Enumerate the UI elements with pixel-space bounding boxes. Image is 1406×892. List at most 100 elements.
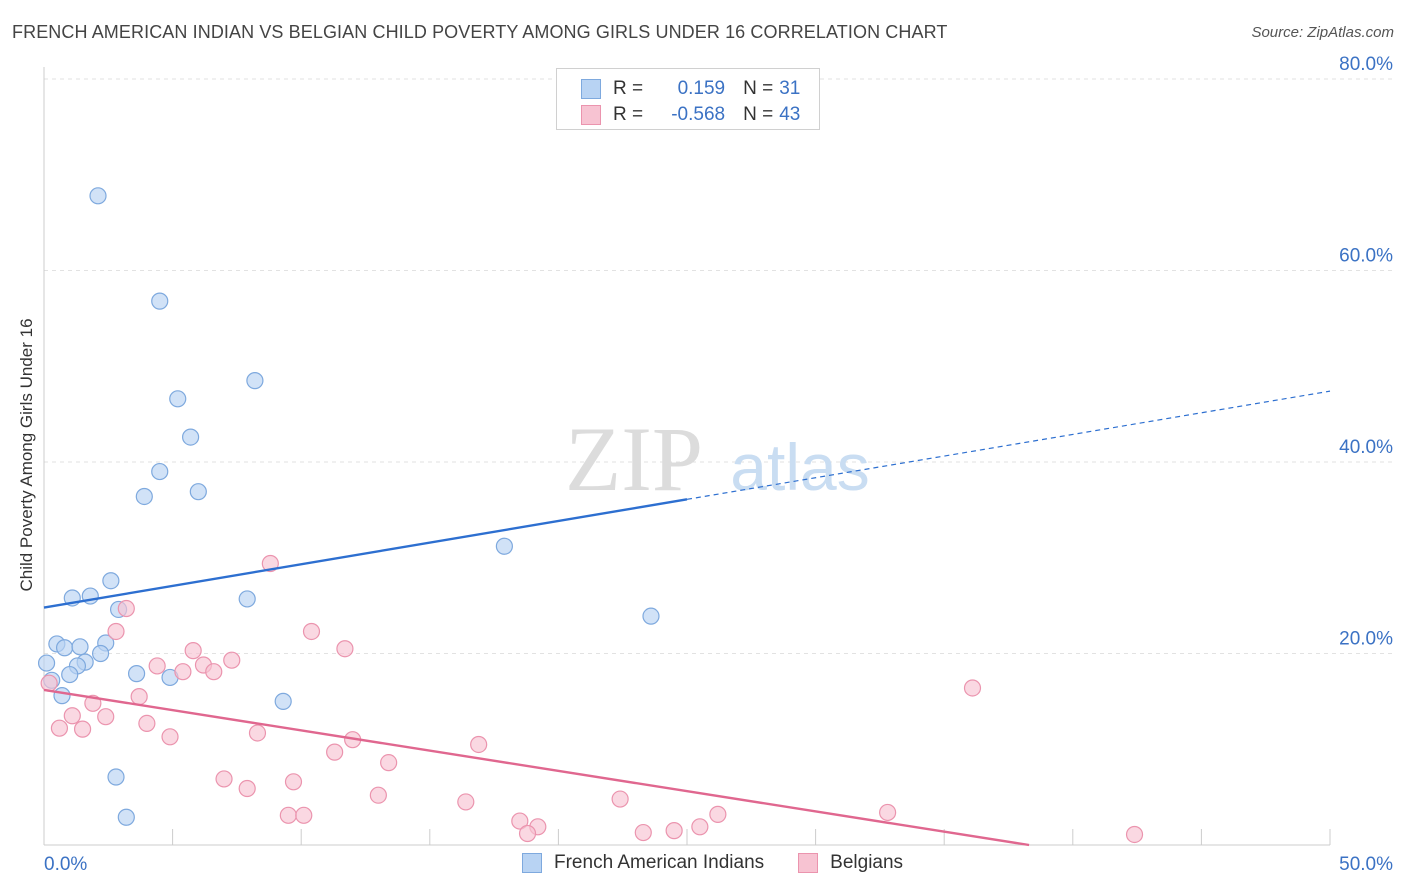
pink-point: [205, 663, 223, 681]
pink-swatch: [581, 105, 601, 125]
n-value: 31: [779, 78, 801, 99]
blue-point: [246, 372, 264, 390]
pink-point: [302, 622, 321, 641]
blue-point: [151, 462, 169, 481]
blue-trend-extension: [686, 390, 1331, 500]
y-tick-label: 20.0%: [1339, 629, 1393, 650]
pink-point: [470, 735, 488, 754]
blue-point: [117, 808, 135, 826]
pink-point: [97, 708, 115, 726]
pink-point: [261, 554, 279, 573]
pink-point: [611, 790, 629, 808]
pink-point: [634, 823, 652, 842]
x-tick-label-max: 50.0%: [1339, 854, 1393, 875]
series-legend: French American Indians Belgians: [522, 852, 937, 874]
pink-point: [665, 822, 683, 840]
pink-point: [279, 806, 297, 824]
pink-point: [380, 754, 398, 772]
watermark-zip: ZIP: [565, 408, 703, 510]
pink-point: [369, 786, 387, 804]
pink-point: [215, 770, 233, 788]
blue-point: [91, 644, 110, 663]
pink-point: [174, 663, 192, 681]
chart-title: FRENCH AMERICAN INDIAN VS BELGIAN CHILD …: [12, 22, 948, 42]
n-value: 43: [779, 104, 801, 125]
r-value: 0.159: [677, 78, 726, 99]
source-label: Source: ZipAtlas.com: [1251, 24, 1394, 41]
pink-point: [336, 640, 354, 658]
pink-trend-line: [43, 688, 1030, 847]
blue-point: [55, 639, 74, 657]
x-tick-label-min: 0.0%: [44, 854, 87, 875]
pink-point: [1125, 825, 1144, 844]
blue-point: [107, 768, 125, 786]
pink-point: [117, 599, 135, 618]
legend-item-french-american-indians[interactable]: French American Indians: [522, 852, 764, 874]
y-axis-label: Child Poverty Among Girls Under 16: [17, 318, 36, 591]
pink-point: [691, 818, 709, 836]
blue-trend-line: [43, 498, 688, 609]
pink-point: [63, 707, 81, 725]
blue-swatch: [581, 79, 601, 99]
pink-point: [148, 657, 166, 675]
blue-point: [89, 187, 107, 205]
pink-point: [130, 687, 148, 706]
blue-point: [127, 665, 146, 683]
blue-point: [169, 390, 187, 408]
pink-point: [50, 719, 69, 737]
pink-point: [295, 806, 313, 824]
pink-point: [73, 720, 92, 738]
pink-point: [879, 803, 897, 822]
pink-point: [457, 793, 475, 811]
r-label: R =: [613, 104, 644, 125]
blue-point: [37, 654, 56, 672]
blue-point: [53, 687, 71, 705]
y-tick-label: 60.0%: [1339, 246, 1393, 267]
legend-label: French American Indians: [554, 852, 765, 873]
pink-point: [326, 743, 344, 761]
blue-point: [495, 537, 513, 555]
blue-point: [238, 590, 256, 608]
trend-lines: [43, 390, 1331, 847]
pink-point: [161, 728, 179, 746]
blue-point: [151, 292, 169, 310]
pink-point: [223, 651, 241, 669]
legend-row-french-american-indians: R = 0.159 N = 31: [581, 77, 800, 101]
pink-point: [518, 824, 537, 843]
correlation-legend: R = 0.159 N = 31 R = -0.568 N = 43: [556, 68, 820, 130]
watermark-atlas: atlas: [730, 430, 869, 504]
axes: 20.0% 40.0% 60.0% 80.0%: [43, 54, 1393, 846]
legend-row-belgians: R = -0.568 N = 43: [581, 103, 800, 127]
pink-point: [963, 679, 982, 697]
y-tick-label: 80.0%: [1339, 54, 1393, 75]
n-label: N =: [743, 78, 774, 99]
pink-point: [238, 779, 256, 798]
r-value: -0.568: [671, 104, 726, 125]
legend-label: Belgians: [830, 852, 904, 873]
gridlines: [44, 78, 1393, 654]
blue-point: [135, 487, 153, 506]
blue-point: [274, 692, 292, 710]
data-points: [37, 187, 1144, 844]
r-label: R =: [613, 78, 644, 99]
pink-point: [709, 805, 727, 823]
pink-point: [184, 642, 202, 660]
pink-point: [248, 724, 267, 742]
blue-point: [61, 665, 79, 684]
blue-point: [71, 638, 89, 656]
pink-point: [511, 812, 529, 830]
blue-point: [642, 607, 660, 625]
pink-point: [138, 714, 156, 732]
pink-point: [284, 773, 303, 791]
blue-point: [189, 483, 207, 501]
pink-point: [40, 674, 58, 692]
pink-point: [107, 622, 125, 641]
n-label: N =: [743, 104, 774, 125]
blue-point: [102, 572, 120, 590]
pink-swatch: [798, 853, 819, 873]
blue-point: [182, 428, 200, 446]
blue-swatch: [522, 853, 542, 873]
y-tick-label: 40.0%: [1339, 437, 1393, 458]
legend-item-belgians[interactable]: Belgians: [798, 852, 903, 874]
